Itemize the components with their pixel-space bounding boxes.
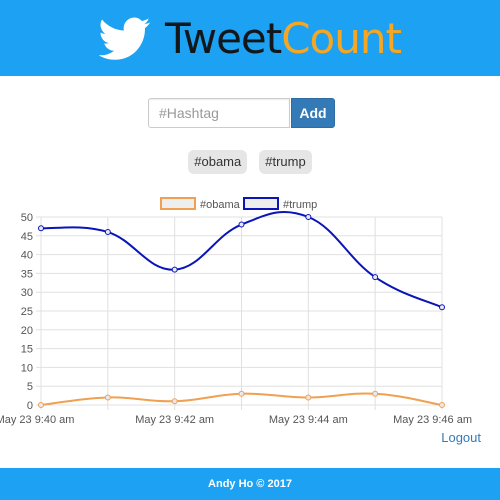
y-tick-label: 45 — [21, 231, 33, 243]
y-tick-label: 15 — [21, 344, 33, 356]
data-point — [104, 394, 111, 401]
legend-label: #obama — [200, 199, 241, 211]
y-tick-label: 20 — [21, 325, 33, 337]
x-tick-label: May 23 9:40 am — [0, 414, 74, 426]
tag-chip-trump[interactable]: #trump — [259, 150, 312, 174]
line-chart: 0 5 10 15 20 25 30 35 40 45 50 May 23 9:40 am May 23… — [0, 190, 500, 430]
x-tick-label: May 23 9:46 am — [393, 414, 472, 426]
data-point — [171, 266, 178, 273]
add-button[interactable]: Add — [291, 98, 335, 128]
tag-list: #obama #trump — [0, 150, 500, 174]
data-point — [439, 402, 445, 408]
data-point — [38, 225, 44, 232]
y-tick-label: 50 — [21, 212, 33, 224]
logout-link[interactable]: Logout — [441, 430, 481, 445]
y-tick-label: 30 — [21, 287, 33, 299]
x-tick-label: May 23 9:44 am — [269, 414, 348, 426]
data-point — [305, 394, 312, 401]
y-tick-label: 25 — [21, 306, 33, 318]
brand-part-count: Count — [281, 13, 402, 63]
data-point — [238, 221, 245, 228]
y-tick-label: 10 — [21, 362, 33, 374]
hashtag-form: Add — [148, 98, 335, 128]
footer-credit: Andy Ho © 2017 — [208, 478, 292, 490]
data-point — [372, 274, 379, 281]
brand-part-tweet: Tweet — [165, 13, 282, 63]
hashtag-input[interactable] — [148, 98, 290, 128]
y-tick-label: 40 — [21, 250, 33, 262]
y-tick-label: 0 — [27, 400, 33, 412]
y-tick-label: 35 — [21, 268, 33, 280]
header-bar: TweetCount — [0, 0, 500, 76]
app-brand: TweetCount — [165, 13, 402, 63]
data-point — [171, 398, 178, 405]
data-point — [439, 304, 445, 311]
x-tick-label: May 23 9:42 am — [135, 414, 214, 426]
footer-bar: Andy Ho © 2017 — [0, 468, 500, 500]
data-point — [38, 402, 44, 408]
legend-label: #trump — [283, 199, 317, 211]
legend-swatch — [160, 197, 196, 210]
data-point — [372, 390, 379, 397]
data-point — [104, 229, 111, 236]
legend-swatch — [243, 197, 279, 210]
data-point — [238, 390, 245, 397]
tag-chip-obama[interactable]: #obama — [188, 150, 248, 174]
data-point — [305, 214, 312, 220]
twitter-bird-icon — [99, 17, 151, 60]
y-tick-label: 5 — [27, 381, 33, 393]
chart-svg: 0 5 10 15 20 25 30 35 40 45 50 May 23 9:40 am May 23… — [0, 197, 472, 426]
